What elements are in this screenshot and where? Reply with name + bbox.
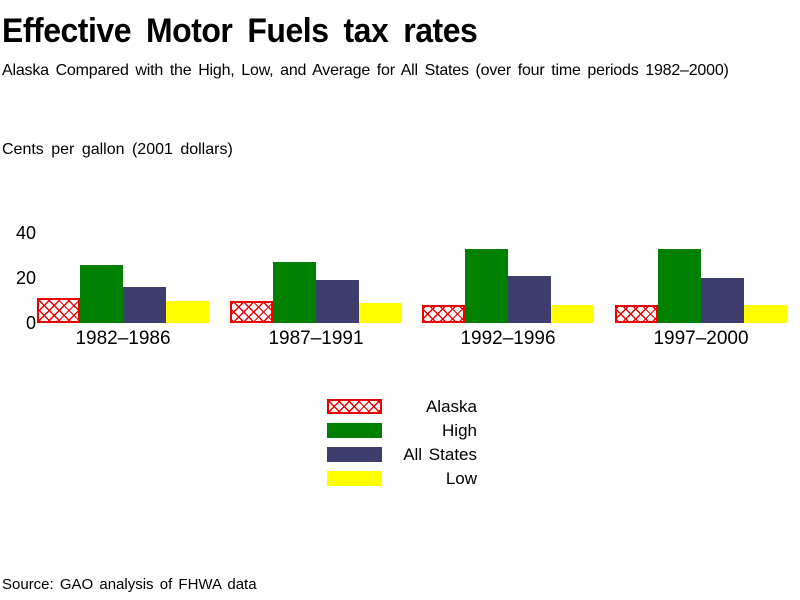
bar-alaska-1987-1991 bbox=[230, 300, 273, 323]
bar-high-1982-1986 bbox=[80, 264, 123, 323]
bar-all-states-1987-1991 bbox=[316, 280, 359, 323]
legend-label: High bbox=[442, 421, 477, 440]
bar-alaska-1997-2000 bbox=[615, 305, 658, 323]
bar-all-states-1997-2000 bbox=[701, 278, 744, 323]
legend-swatch-high bbox=[327, 423, 382, 438]
legend-item-high: High bbox=[327, 421, 477, 440]
bar-high-1997-2000 bbox=[658, 248, 701, 323]
bar-low-1982-1986 bbox=[166, 300, 209, 323]
y-tick-label-20: 20 bbox=[15, 268, 36, 288]
legend-item-low: Low bbox=[327, 469, 477, 488]
bar-low-1997-2000 bbox=[744, 305, 787, 323]
legend-item-all-states: All States bbox=[327, 445, 477, 464]
y-axis-unit-label: Cents per gallon (2001 dollars) bbox=[2, 141, 233, 158]
x-category-label: 1987–1991 bbox=[268, 328, 364, 349]
bar-high-1987-1991 bbox=[273, 262, 316, 323]
legend-swatch-low bbox=[327, 471, 382, 486]
bar-low-1992-1996 bbox=[551, 305, 594, 323]
x-category-label: 1992–1996 bbox=[460, 328, 556, 349]
x-category-label: 1997–2000 bbox=[653, 328, 749, 349]
legend-swatch-all-states bbox=[327, 447, 382, 462]
chart-legend: Alaska High All States Low bbox=[327, 397, 477, 495]
y-tick-label-40: 40 bbox=[15, 223, 36, 243]
y-tick-label-0: 0 bbox=[25, 313, 36, 333]
legend-swatch-alaska bbox=[327, 399, 382, 414]
bar-all-states-1982-1986 bbox=[123, 287, 166, 323]
x-category-label: 1982–1986 bbox=[75, 328, 171, 349]
legend-label: All States bbox=[403, 445, 477, 464]
bar-alaska-1992-1996 bbox=[422, 305, 465, 323]
chart-subtitle: Alaska Compared with the High, Low, and … bbox=[2, 62, 729, 79]
bar-chart-plot-area: 40 20 0 1982–1986 1987–1991 1992–1996 1997–200… bbox=[0, 160, 800, 360]
bar-low-1987-1991 bbox=[359, 302, 402, 323]
legend-item-alaska: Alaska bbox=[327, 397, 477, 416]
source-note: Source: GAO analysis of FHWA data bbox=[2, 576, 257, 593]
bar-high-1992-1996 bbox=[465, 248, 508, 323]
legend-label: Alaska bbox=[425, 397, 477, 416]
chart-title: Effective Motor Fuels tax rates bbox=[2, 12, 478, 50]
bar-alaska-1982-1986 bbox=[37, 298, 80, 323]
bar-all-states-1992-1996 bbox=[508, 275, 551, 323]
legend-label: Low bbox=[445, 469, 477, 488]
